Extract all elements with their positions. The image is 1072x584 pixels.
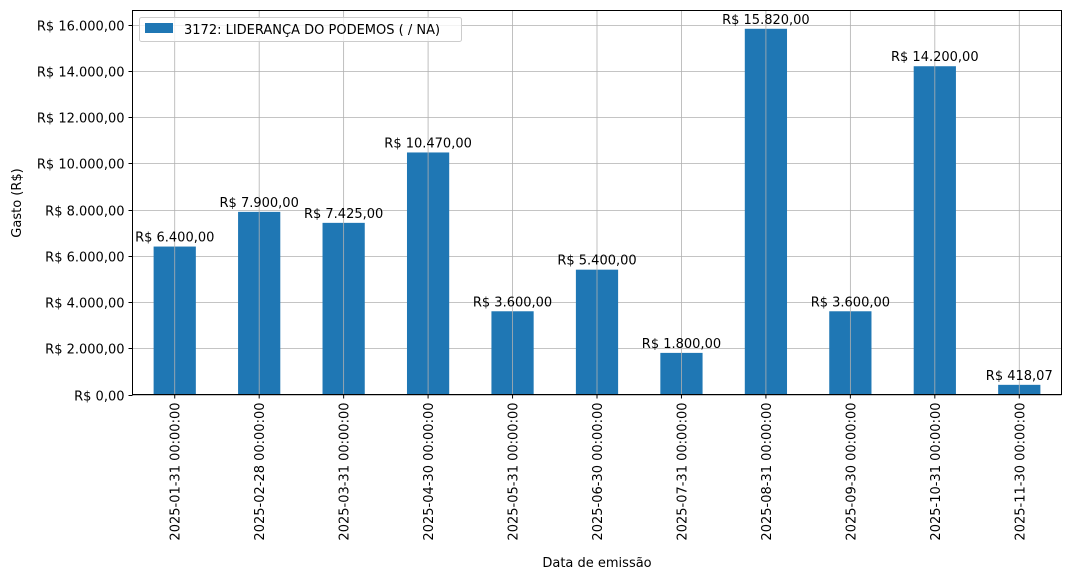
x-tick-label: 2025-06-30 00:00:00 bbox=[591, 403, 606, 541]
vertical-grid-lines bbox=[174, 10, 1020, 395]
y-tick-label: R$ 14.000,00 bbox=[37, 66, 125, 81]
data-labels: R$ 6.400,00 R$ 7.900,00 R$ 7.425,00 R$ 10.4… bbox=[135, 13, 1053, 384]
data-label: R$ 14.200,00 bbox=[891, 50, 979, 65]
x-tick-label: 2025-07-31 00:00:00 bbox=[675, 403, 690, 541]
data-label: R$ 7.900,00 bbox=[220, 196, 299, 211]
legend-label: 3172: LIDERANÇA DO PODEMOS ( / NA) bbox=[184, 23, 440, 38]
y-tick-label: R$ 16.000,00 bbox=[37, 20, 125, 35]
y-axis-label: Gasto (R$) bbox=[10, 168, 25, 237]
data-label: R$ 6.400,00 bbox=[135, 231, 214, 246]
data-label: R$ 15.820,00 bbox=[722, 13, 810, 28]
y-tick-label: R$ 12.000,00 bbox=[37, 112, 125, 127]
y-tick-label: R$ 10.000,00 bbox=[37, 158, 125, 173]
x-tick-label: 2025-05-31 00:00:00 bbox=[507, 403, 522, 541]
data-label: R$ 10.470,00 bbox=[384, 136, 472, 151]
data-label: R$ 5.400,00 bbox=[557, 254, 636, 269]
legend: 3172: LIDERANÇA DO PODEMOS ( / NA) bbox=[139, 17, 462, 42]
x-tick-label: 2025-10-31 00:00:00 bbox=[929, 403, 944, 541]
data-label: R$ 7.425,00 bbox=[304, 207, 383, 222]
x-tick-label: 2025-04-30 00:00:00 bbox=[422, 403, 437, 541]
legend-frame bbox=[139, 17, 462, 42]
y-tick-label: R$ 6.000,00 bbox=[45, 251, 124, 266]
legend-swatch bbox=[145, 23, 173, 33]
data-label: R$ 418,07 bbox=[986, 369, 1053, 384]
y-tick-label: R$ 8.000,00 bbox=[45, 205, 124, 220]
x-tick-label: 2025-11-30 00:00:00 bbox=[1013, 403, 1028, 541]
data-label: R$ 3.600,00 bbox=[811, 295, 890, 310]
y-tick-label: R$ 2.000,00 bbox=[45, 343, 124, 358]
x-tick-label: 2025-08-31 00:00:00 bbox=[760, 403, 775, 541]
x-tick-label: 2025-09-30 00:00:00 bbox=[844, 403, 859, 541]
x-axis: 2025-01-31 00:00:00 2025-02-28 00:00:00 20… bbox=[169, 394, 1028, 541]
x-tick-label: 2025-01-31 00:00:00 bbox=[169, 403, 184, 541]
plot-frame bbox=[132, 10, 1062, 395]
y-tick-label: R$ 0,00 bbox=[74, 390, 124, 405]
x-axis-label: Data de emissão bbox=[542, 556, 651, 571]
y-tick-label: R$ 4.000,00 bbox=[45, 297, 124, 312]
x-tick-label: 2025-02-28 00:00:00 bbox=[253, 403, 268, 541]
y-axis: R$ 0,00 R$ 2.000,00 R$ 4.000,00 R$ 6.000,00… bbox=[37, 20, 133, 405]
data-label: R$ 3.600,00 bbox=[473, 295, 552, 310]
x-tick-label: 2025-03-31 00:00:00 bbox=[338, 403, 353, 541]
data-label: R$ 1.800,00 bbox=[642, 337, 721, 352]
